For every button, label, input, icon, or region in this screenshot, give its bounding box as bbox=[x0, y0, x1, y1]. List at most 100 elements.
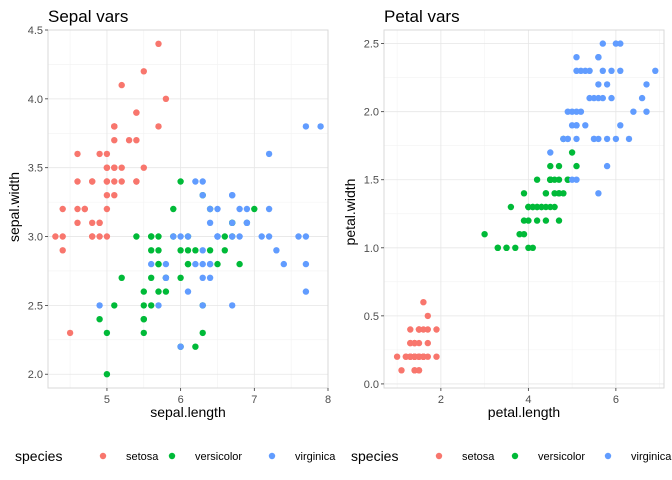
sepal-plot-area: 5 6 7 8 2.0 2.5 3.0 3.5 4.0 4.5 bbox=[28, 25, 331, 406]
data-point-virginica bbox=[617, 122, 624, 129]
data-point-virginica bbox=[148, 260, 155, 268]
sepal-panel: Sepal vars 5 6 7 8 2.0 2.5 3.0 3.5 4.0 4.5 sepal.… bbox=[6, 7, 336, 464]
data-point-setosa bbox=[398, 367, 405, 374]
data-point-virginica bbox=[630, 108, 637, 115]
data-point-setosa bbox=[96, 233, 103, 240]
data-point-versicolor bbox=[525, 203, 532, 211]
panel-border bbox=[383, 29, 665, 389]
data-point-versicolor bbox=[103, 371, 111, 378]
legend-key-virginica bbox=[268, 452, 276, 460]
data-point-versicolor bbox=[177, 274, 184, 281]
data-point-setosa bbox=[125, 137, 133, 144]
data-point-virginica bbox=[573, 176, 580, 183]
y-tick-label: 3.5 bbox=[28, 163, 43, 175]
series-virginica bbox=[547, 40, 659, 197]
legend-label-virginica: virginica bbox=[295, 451, 336, 463]
x-tick-label: 2 bbox=[438, 394, 444, 406]
data-point-virginica bbox=[573, 122, 580, 129]
data-point-setosa bbox=[424, 326, 431, 333]
data-point-virginica bbox=[608, 94, 615, 102]
data-point-virginica bbox=[625, 135, 633, 143]
data-point-versicolor bbox=[111, 302, 118, 309]
data-point-virginica bbox=[192, 260, 199, 268]
data-point-versicolor bbox=[520, 217, 528, 224]
data-point-setosa bbox=[74, 219, 81, 226]
data-point-virginica bbox=[302, 260, 310, 268]
data-point-setosa bbox=[118, 178, 125, 185]
y-tick-label: 4.0 bbox=[28, 94, 43, 106]
data-point-versicolor bbox=[148, 302, 155, 309]
data-point-virginica bbox=[236, 205, 243, 213]
y-tick-label: 2.5 bbox=[28, 300, 43, 312]
data-point-versicolor bbox=[170, 205, 177, 213]
data-point-versicolor bbox=[155, 247, 162, 254]
data-point-versicolor bbox=[512, 244, 519, 251]
y-tick-label: 0.0 bbox=[364, 379, 379, 391]
data-point-virginica bbox=[206, 260, 214, 268]
series-setosa bbox=[52, 40, 170, 337]
data-point-setosa bbox=[140, 68, 147, 75]
data-point-virginica bbox=[595, 135, 602, 143]
data-point-virginica bbox=[612, 40, 620, 47]
data-point-virginica bbox=[643, 108, 650, 115]
data-point-virginica bbox=[170, 233, 177, 240]
data-point-versicolor bbox=[520, 190, 528, 197]
petal-plot-area: 2 4 6 0.0 0.5 1.0 1.5 2.0 2.5 bbox=[364, 29, 665, 406]
data-point-versicolor bbox=[140, 329, 147, 337]
data-point-setosa bbox=[74, 205, 81, 213]
data-point-virginica bbox=[206, 274, 214, 281]
data-point-setosa bbox=[59, 205, 66, 213]
data-point-setosa bbox=[103, 192, 111, 199]
legend-key-versicolor bbox=[511, 452, 519, 460]
data-point-setosa bbox=[155, 40, 162, 47]
data-point-virginica bbox=[162, 260, 170, 268]
data-point-versicolor bbox=[529, 203, 536, 211]
data-point-versicolor bbox=[547, 176, 554, 183]
y-tick-label: 4.5 bbox=[28, 25, 43, 37]
data-point-virginica bbox=[214, 205, 221, 213]
sepal-chart-title: Sepal vars bbox=[48, 7, 128, 26]
data-point-virginica bbox=[229, 302, 236, 309]
data-point-versicolor bbox=[251, 205, 258, 213]
y-tick-label: 1.5 bbox=[364, 175, 379, 187]
data-point-setosa bbox=[89, 233, 96, 240]
data-point-virginica bbox=[573, 67, 580, 75]
data-point-virginica bbox=[568, 122, 576, 129]
data-point-setosa bbox=[415, 353, 423, 360]
series-virginica bbox=[96, 123, 324, 350]
data-point-virginica bbox=[177, 343, 184, 350]
data-point-versicolor bbox=[525, 217, 532, 224]
data-point-virginica bbox=[280, 260, 287, 268]
petal-panel: Petal vars 2 4 6 0.0 0.5 1.0 1.5 2.0 2.5 petal.l… bbox=[342, 7, 672, 464]
data-point-setosa bbox=[74, 150, 81, 158]
data-point-setosa bbox=[411, 367, 418, 374]
x-tick-label: 8 bbox=[325, 394, 331, 406]
legend-key-setosa bbox=[99, 452, 107, 460]
data-point-virginica bbox=[236, 233, 243, 240]
legend-key-versicolor bbox=[168, 452, 176, 460]
data-point-versicolor bbox=[568, 149, 576, 156]
data-point-virginica bbox=[603, 81, 611, 88]
data-point-versicolor bbox=[560, 190, 567, 197]
data-point-versicolor bbox=[520, 231, 528, 238]
data-point-versicolor bbox=[555, 176, 563, 183]
legend-label-setosa: setosa bbox=[126, 451, 159, 463]
data-point-virginica bbox=[199, 247, 206, 254]
sepal-x-axis-title: sepal.length bbox=[150, 404, 226, 420]
x-tick-label: 6 bbox=[613, 394, 619, 406]
data-point-versicolor bbox=[555, 190, 563, 197]
data-point-versicolor bbox=[96, 316, 103, 323]
y-tick-label: 2.5 bbox=[364, 39, 379, 51]
data-point-versicolor bbox=[133, 233, 140, 240]
data-point-setosa bbox=[103, 233, 111, 240]
data-point-setosa bbox=[111, 192, 118, 199]
data-point-versicolor bbox=[155, 260, 162, 268]
legend-label-setosa: setosa bbox=[462, 451, 495, 463]
y-tick-label: 2.0 bbox=[364, 107, 379, 119]
y-tick-label: 3.0 bbox=[28, 232, 43, 244]
data-point-versicolor bbox=[148, 233, 155, 240]
data-point-virginica bbox=[595, 190, 602, 197]
data-point-virginica bbox=[595, 54, 602, 61]
data-point-versicolor bbox=[118, 274, 125, 281]
data-point-versicolor bbox=[555, 162, 563, 170]
